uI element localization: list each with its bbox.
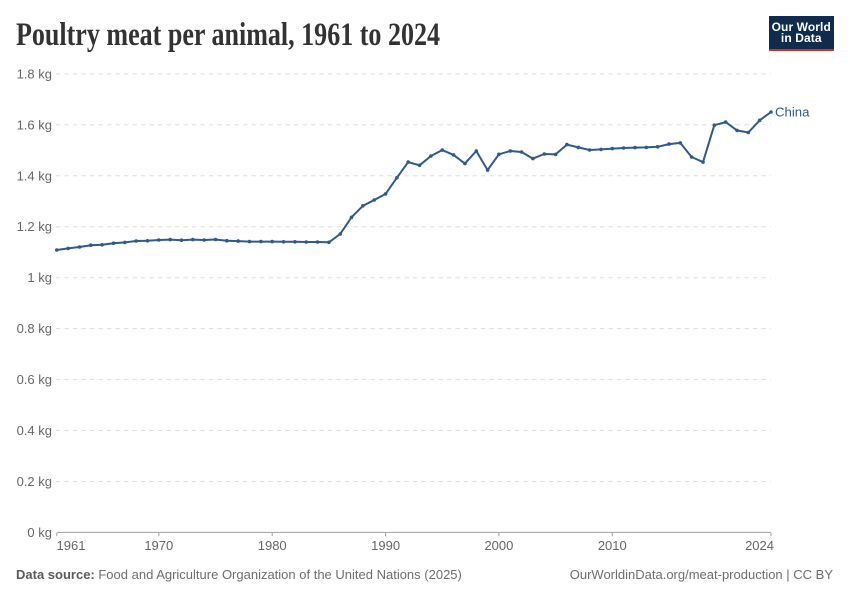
- svg-text:1961: 1961: [57, 538, 86, 553]
- svg-text:1 kg: 1 kg: [27, 270, 52, 285]
- svg-text:0.6 kg: 0.6 kg: [17, 372, 52, 387]
- svg-text:China: China: [775, 105, 810, 120]
- svg-text:1980: 1980: [258, 538, 287, 553]
- svg-text:1970: 1970: [144, 538, 173, 553]
- svg-text:0 kg: 0 kg: [27, 525, 52, 540]
- svg-text:0.2 kg: 0.2 kg: [17, 474, 52, 489]
- svg-text:2000: 2000: [484, 538, 513, 553]
- svg-text:2024: 2024: [745, 538, 774, 553]
- svg-text:1.8 kg: 1.8 kg: [17, 66, 52, 81]
- svg-text:1.6 kg: 1.6 kg: [17, 117, 52, 132]
- svg-text:0.4 kg: 0.4 kg: [17, 423, 52, 438]
- svg-text:1.2 kg: 1.2 kg: [17, 219, 52, 234]
- svg-text:1.4 kg: 1.4 kg: [17, 168, 52, 183]
- svg-text:1990: 1990: [371, 538, 400, 553]
- svg-text:0.8 kg: 0.8 kg: [17, 321, 52, 336]
- svg-text:2010: 2010: [598, 538, 627, 553]
